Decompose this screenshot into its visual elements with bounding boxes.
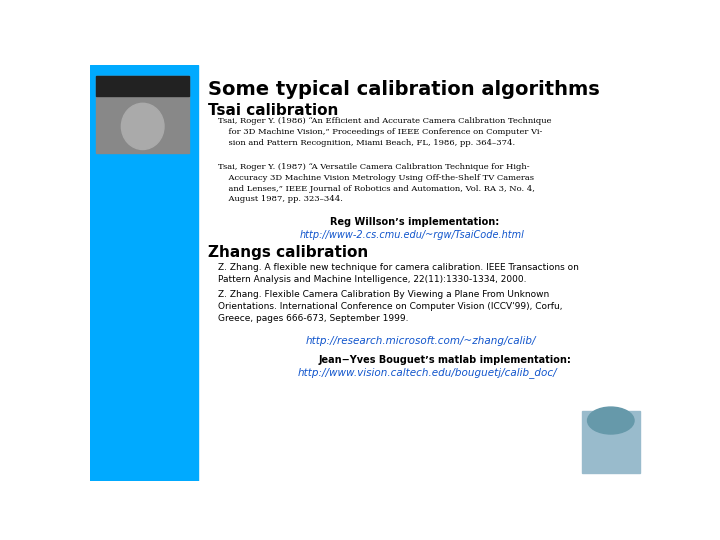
Bar (96, 76, 189, 153)
Ellipse shape (588, 407, 634, 434)
Text: Z. Zhang. A flexible new technique for camera calibration. IEEE Transactions on
: Z. Zhang. A flexible new technique for c… (218, 262, 579, 284)
Text: Zhangs calibration: Zhangs calibration (208, 245, 368, 260)
Text: Jean−Yves Bouguetʼs matlab implementation:: Jean−Yves Bouguetʼs matlab implementatio… (319, 355, 572, 365)
Text: http://www-2.cs.cmu.edu/~rgw/TsaiCode.html: http://www-2.cs.cmu.edu/~rgw/TsaiCode.ht… (300, 230, 524, 240)
Text: http://www.vision.caltech.edu/bouguetj/calib_doc/: http://www.vision.caltech.edu/bouguetj/c… (297, 367, 557, 379)
Bar (96, 76, 189, 96)
Bar (90, 65, 198, 481)
Text: Tsai calibration: Tsai calibration (208, 103, 338, 118)
Text: Some typical calibration algorithms: Some typical calibration algorithms (208, 80, 600, 99)
Text: Tsai, Roger Y. (1987) “A Versatile Camera Calibration Technique for High-
    Ac: Tsai, Roger Y. (1987) “A Versatile Camer… (218, 164, 535, 204)
Text: Reg Willsonʼs implementation:: Reg Willsonʼs implementation: (330, 217, 500, 227)
Bar (582, 411, 640, 473)
Text: Tsai, Roger Y. (1986) “An Efficient and Accurate Camera Calibration Technique
  : Tsai, Roger Y. (1986) “An Efficient and … (218, 117, 552, 146)
Ellipse shape (122, 103, 164, 150)
Text: Z. Zhang. Flexible Camera Calibration By Viewing a Plane From Unknown
Orientatio: Z. Zhang. Flexible Camera Calibration By… (218, 289, 562, 323)
Text: http://research.microsoft.com/~zhang/calib/: http://research.microsoft.com/~zhang/cal… (305, 336, 536, 346)
